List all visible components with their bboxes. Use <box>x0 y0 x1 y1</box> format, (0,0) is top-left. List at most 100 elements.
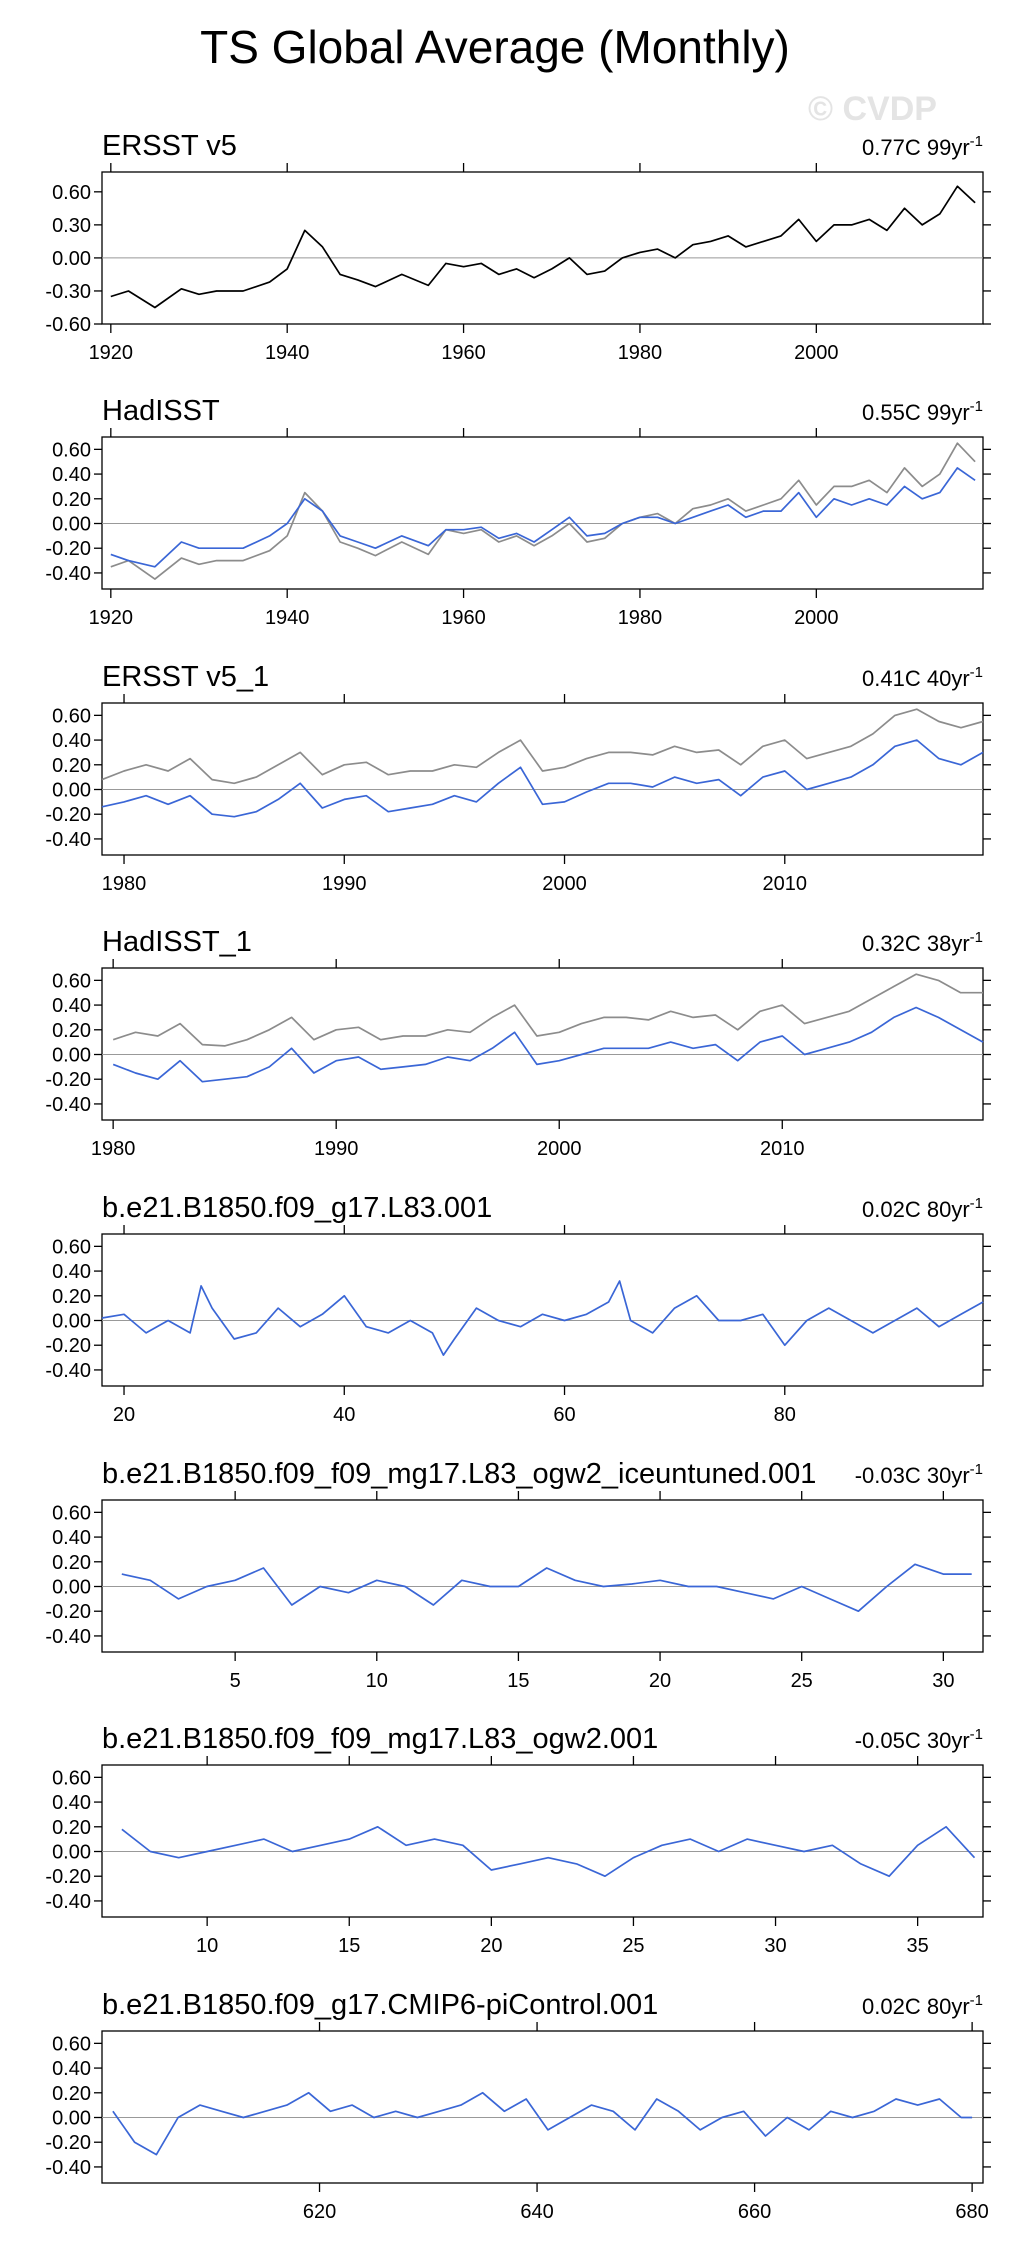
x-tick-label: 10 <box>196 1935 218 1957</box>
x-tick-label: 30 <box>932 1670 954 1692</box>
plot-frame <box>101 436 984 590</box>
panel-title: b.e21.B1850.f09_f09_mg17.L83_ogw2.001 <box>102 1723 658 1755</box>
y-tick-label: 0.20 <box>52 1817 91 1839</box>
plot-frame <box>101 171 984 325</box>
x-tick-label: 1980 <box>102 873 147 895</box>
series-line-model <box>121 1563 972 1613</box>
trend-exponent: -1 <box>970 1461 983 1478</box>
x-tick-label: 2000 <box>537 1138 582 1160</box>
y-tick-label: 0.40 <box>52 1527 91 1549</box>
x-tick-label: 1920 <box>89 607 134 629</box>
y-tick-label: -0.40 <box>45 1626 91 1648</box>
y-tick-label: 0.20 <box>52 1286 91 1308</box>
y-tick-label: -0.40 <box>45 1891 91 1913</box>
y-tick-label: 0.20 <box>52 1020 91 1042</box>
x-tick-label: 20 <box>480 1935 502 1957</box>
trend-exponent: -1 <box>970 1195 983 1212</box>
x-tick-label: 25 <box>791 1670 813 1692</box>
x-tick-label: 2000 <box>794 607 839 629</box>
y-tick-label: -0.20 <box>45 1866 91 1888</box>
series-line-model <box>101 739 984 818</box>
x-tick-label: 30 <box>764 1935 786 1957</box>
x-tick-label: 1980 <box>618 342 663 364</box>
x-tick-label: 80 <box>774 1404 796 1426</box>
y-tick-label: 0.00 <box>52 1577 91 1599</box>
y-tick-label: 0.40 <box>52 1792 91 1814</box>
y-tick-label: 0.40 <box>52 1261 91 1283</box>
trend-label: 0.02C 80yr-1 <box>862 1195 983 1222</box>
y-tick-label: -0.20 <box>45 1601 91 1623</box>
y-tick-label: 0.60 <box>52 1236 91 1258</box>
y-tick-label: -0.30 <box>45 281 91 303</box>
x-tick-label: 40 <box>333 1404 355 1426</box>
y-tick-label: -0.20 <box>45 538 91 560</box>
watermark: © CVDP <box>808 90 937 128</box>
trend-label: 0.32C 38yr-1 <box>862 929 983 956</box>
panel-title: ERSST v5 <box>102 130 237 162</box>
trend-exponent: -1 <box>970 664 983 681</box>
series-line-model <box>101 1280 984 1356</box>
x-tick-label: 1920 <box>89 342 134 364</box>
y-tick-label: 0.40 <box>52 464 91 486</box>
series-line-reference <box>110 442 976 580</box>
page-title: TS Global Average (Monthly) <box>200 21 790 73</box>
y-tick-label: -0.40 <box>45 829 91 851</box>
x-tick-label: 660 <box>738 2201 771 2223</box>
trend-label: 0.02C 80yr-1 <box>862 1992 983 2019</box>
y-tick-label: -0.40 <box>45 2157 91 2179</box>
y-tick-label: 0.20 <box>52 489 91 511</box>
x-tick-label: 25 <box>622 1935 644 1957</box>
y-tick-label: 0.00 <box>52 2108 91 2130</box>
series-line-model <box>112 1006 984 1083</box>
trend-exponent: -1 <box>970 1726 983 1743</box>
x-tick-label: 1990 <box>314 1138 359 1160</box>
x-tick-label: 10 <box>366 1670 388 1692</box>
y-tick-label: -0.40 <box>45 563 91 585</box>
y-tick-label: 0.40 <box>52 730 91 752</box>
plot-frame <box>101 1764 984 1918</box>
trend-label: -0.03C 30yr-1 <box>855 1461 983 1488</box>
y-tick-label: 0.60 <box>52 1502 91 1524</box>
trend-label: -0.05C 30yr-1 <box>855 1726 983 1753</box>
series-line-model <box>110 467 976 568</box>
y-tick-label: 0.60 <box>52 182 91 204</box>
x-tick-label: 5 <box>230 1670 241 1692</box>
x-tick-label: 620 <box>303 2201 336 2223</box>
trend-label: 0.41C 40yr-1 <box>862 664 983 691</box>
y-tick-label: -0.40 <box>45 1094 91 1116</box>
x-tick-label: 1960 <box>441 342 486 364</box>
series-line-obs <box>110 185 976 309</box>
y-tick-label: 0.00 <box>52 248 91 270</box>
series-line-reference <box>112 973 983 1047</box>
y-tick-label: 0.00 <box>52 1311 91 1333</box>
x-tick-label: 1960 <box>441 607 486 629</box>
x-tick-label: 60 <box>553 1404 575 1426</box>
x-tick-label: 2010 <box>760 1138 805 1160</box>
y-tick-label: 0.40 <box>52 995 91 1017</box>
x-tick-label: 1940 <box>265 342 310 364</box>
y-tick-label: 0.00 <box>52 780 91 802</box>
plot-frame <box>101 1233 984 1387</box>
y-tick-label: 0.60 <box>52 1767 91 1789</box>
x-tick-label: 2010 <box>763 873 808 895</box>
plot-frame <box>101 2030 984 2184</box>
plot-frame <box>101 1499 984 1653</box>
x-tick-label: 680 <box>955 2201 988 2223</box>
x-tick-label: 1990 <box>322 873 367 895</box>
series-line-reference <box>101 708 984 785</box>
panel-title: HadISST_1 <box>102 926 252 958</box>
y-tick-label: 0.60 <box>52 2033 91 2055</box>
trend-exponent: -1 <box>970 398 983 415</box>
y-tick-label: 0.40 <box>52 2058 91 2080</box>
trend-label: 0.77C 99yr-1 <box>862 133 983 160</box>
x-tick-label: 2000 <box>794 342 839 364</box>
x-tick-label: 1940 <box>265 607 310 629</box>
y-tick-label: -0.20 <box>45 1069 91 1091</box>
y-tick-label: 0.20 <box>52 2083 91 2105</box>
plot-frame <box>101 702 984 856</box>
trend-exponent: -1 <box>970 1992 983 2009</box>
panel-title: HadISST <box>102 395 220 427</box>
y-tick-label: 0.00 <box>52 1842 91 1864</box>
x-tick-label: 640 <box>520 2201 553 2223</box>
